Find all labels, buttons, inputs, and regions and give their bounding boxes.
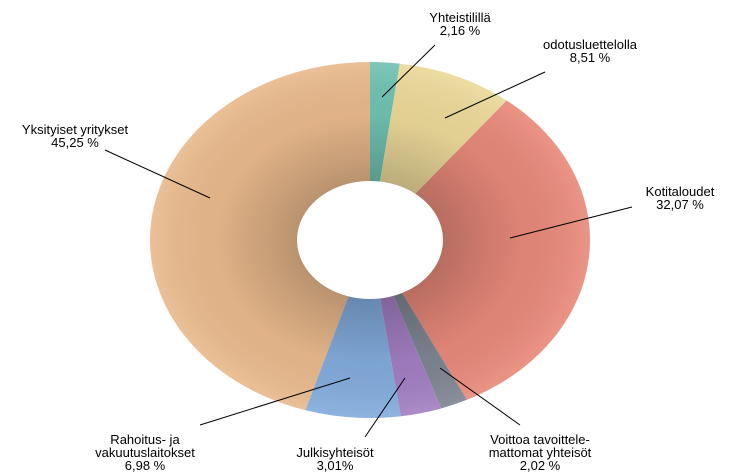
category-name: odotusluettelolla bbox=[543, 37, 637, 52]
leader-line bbox=[444, 71, 546, 119]
category-name: Julkisyhteisöt bbox=[296, 445, 374, 460]
category-name: Voittoa tavoittele- mattomat yhteisöt bbox=[488, 432, 592, 460]
value-label: 8,51 % bbox=[569, 50, 611, 65]
category-name: Yksityiset yritykset bbox=[21, 122, 129, 137]
value-label: 45,25 % bbox=[51, 135, 99, 150]
category-name: Yhteistilillä bbox=[429, 10, 491, 25]
value-label: 2,02 % bbox=[519, 458, 561, 473]
category-name: Kotitaloudet bbox=[645, 184, 715, 199]
value-label: 2,16 % bbox=[439, 23, 481, 38]
leader-line bbox=[199, 377, 351, 426]
slice-label: Yksityiset yritykset 45,25 % bbox=[22, 123, 128, 149]
value-label: 6,98 % bbox=[124, 458, 166, 473]
leader-line bbox=[104, 149, 211, 199]
category-name: Rahoitus- ja vakuutuslaitokset bbox=[95, 432, 195, 460]
value-label: 32,07 % bbox=[656, 197, 704, 212]
leader-line bbox=[509, 206, 633, 239]
leader-line bbox=[381, 44, 436, 98]
leader-line bbox=[364, 377, 406, 438]
slice-label: Kotitaloudet 32,07 % bbox=[646, 185, 715, 211]
slice-label: Yhteistilillä 2,16 % bbox=[429, 11, 490, 37]
value-label: 3,01% bbox=[316, 458, 354, 473]
slice-label: Voittoa tavoittele- mattomat yhteisöt 2,0… bbox=[489, 433, 592, 472]
leader-line bbox=[439, 367, 521, 426]
slice-label: Julkisyhteisöt 3,01% bbox=[296, 446, 373, 472]
slice-label: Rahoitus- ja vakuutuslaitokset 6,98 % bbox=[95, 433, 195, 472]
slice-label: odotusluettelolla 8,51 % bbox=[543, 38, 637, 64]
